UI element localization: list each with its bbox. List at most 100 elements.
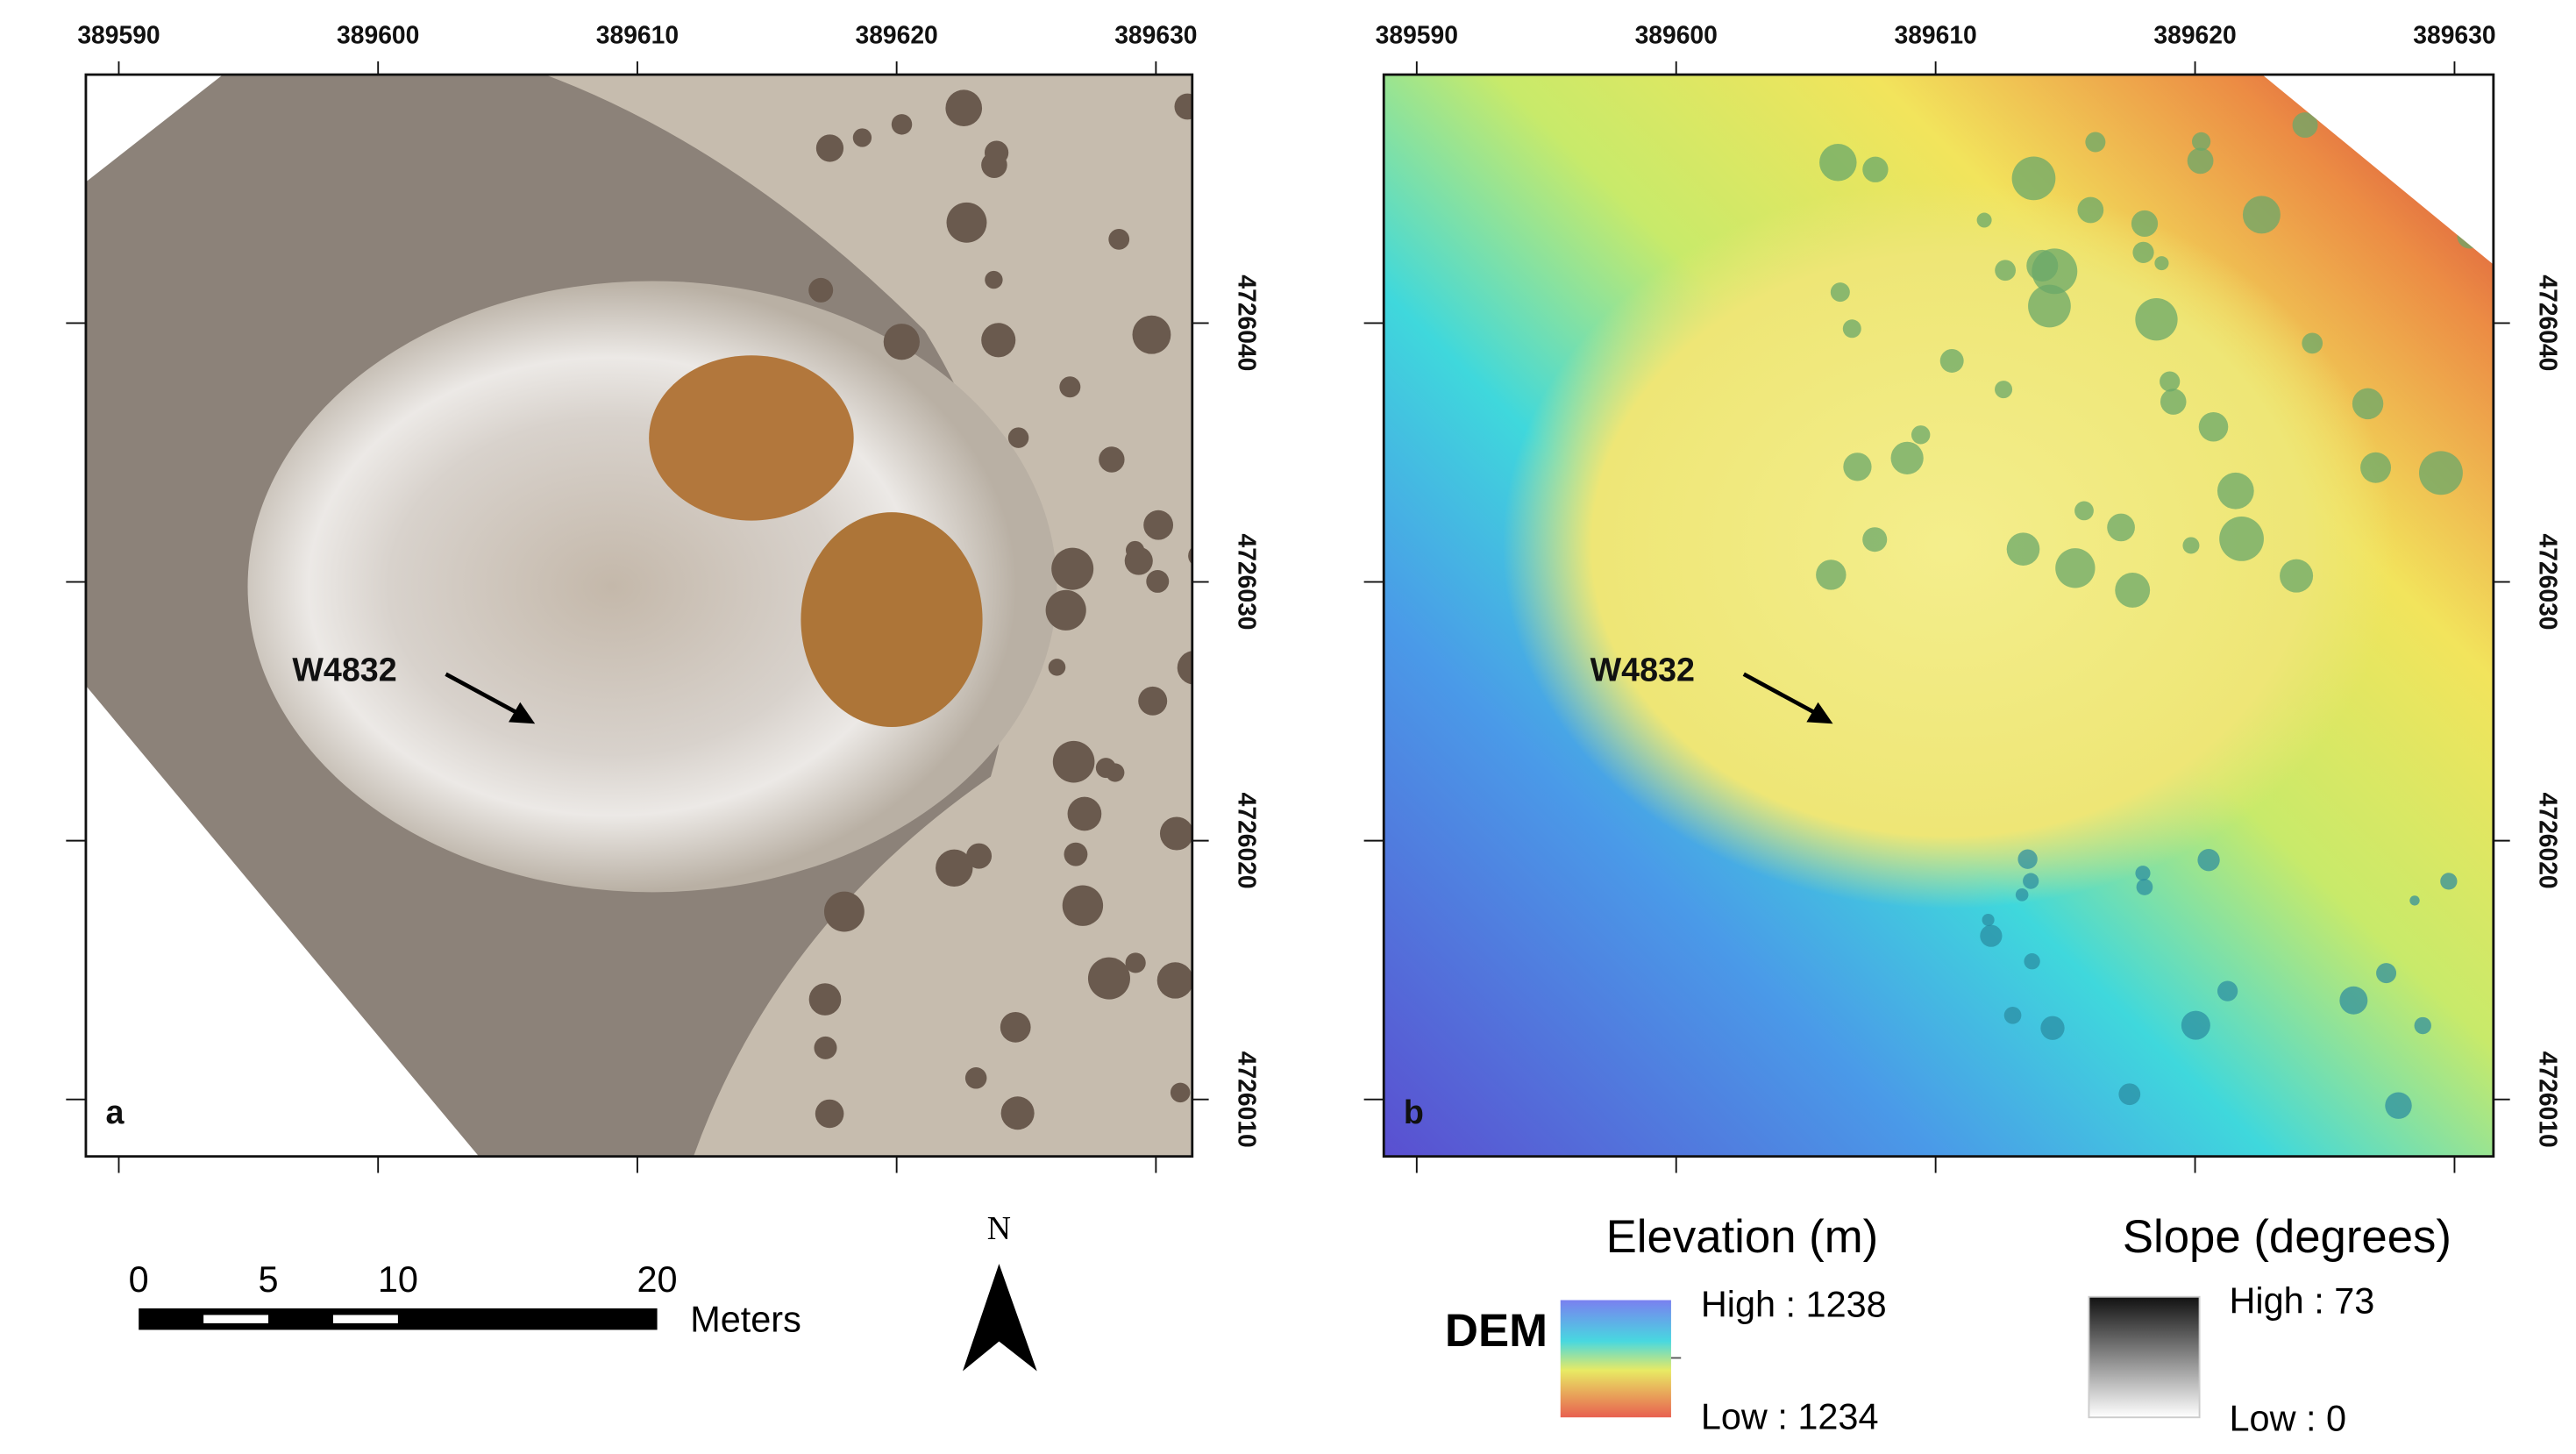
mound	[2003, 1006, 2022, 1024]
mound	[2197, 849, 2220, 872]
mound	[2006, 532, 2040, 566]
annotation-arrow	[1742, 672, 1825, 719]
mound	[2377, 98, 2409, 130]
shrub	[1000, 1096, 1035, 1130]
mound	[1939, 349, 1964, 373]
annotation: W4832	[292, 651, 396, 688]
legend-high: High : 1238	[1701, 1283, 1887, 1324]
mound	[2023, 873, 2039, 889]
mound	[2292, 112, 2318, 139]
mound	[2154, 256, 2169, 271]
mound	[2115, 573, 2151, 608]
mound	[2181, 1010, 2210, 1040]
mound	[1976, 212, 1992, 228]
shrub	[1051, 547, 1094, 590]
scale-label: 10	[378, 1258, 418, 1300]
mound	[2132, 241, 2154, 263]
mound	[1995, 381, 2013, 399]
shrub	[1108, 228, 1130, 250]
mound	[2457, 224, 2482, 249]
mound	[1995, 260, 2017, 282]
mound	[2085, 132, 2106, 153]
mound	[2418, 451, 2463, 495]
mound	[2160, 388, 2187, 415]
mound	[2107, 513, 2135, 542]
shrub	[966, 843, 993, 869]
mound	[2219, 517, 2264, 561]
x-tick-label: 389620	[2153, 20, 2236, 48]
shrub	[891, 114, 913, 135]
shrub	[964, 1067, 987, 1089]
mound	[1890, 441, 1924, 474]
scale-segment	[332, 1315, 398, 1323]
annotation: W4832	[1590, 651, 1695, 688]
shrub	[883, 324, 920, 360]
shrub	[823, 891, 865, 932]
mound	[2136, 879, 2153, 895]
y-tick-label: 4726030	[1234, 534, 1262, 631]
mound	[2217, 472, 2254, 510]
shrub	[981, 323, 1016, 358]
legend-title: Elevation (m)	[1606, 1211, 1879, 1263]
frame	[84, 73, 1194, 1158]
mound	[2360, 452, 2392, 483]
panel-label: a	[106, 1094, 125, 1130]
shrub	[1146, 569, 1170, 593]
x-tick-label: 389590	[1376, 20, 1458, 48]
mound	[1980, 924, 2003, 947]
dem-label: DEM	[1445, 1305, 1548, 1357]
legend-high: High : 73	[2230, 1280, 2375, 1322]
shrub	[936, 849, 973, 887]
shrub	[1045, 589, 1086, 631]
shrub	[1095, 758, 1116, 779]
shrub	[1132, 315, 1171, 354]
shrub	[815, 1099, 844, 1129]
y-tick-label: 4726020	[2535, 793, 2563, 889]
panel-label: b	[1404, 1094, 1424, 1130]
mound	[2182, 537, 2200, 554]
shrub	[1174, 93, 1192, 120]
legend-title: Slope (degrees)	[2123, 1211, 2451, 1263]
shrub	[1138, 686, 1168, 716]
mound	[1842, 319, 1861, 339]
mound	[2077, 196, 2104, 224]
x-tick-label: 389620	[856, 20, 938, 48]
mound	[2040, 1016, 2065, 1040]
mound	[2217, 980, 2238, 1001]
mound	[1843, 453, 1872, 481]
shrub	[852, 128, 872, 147]
shrub	[1059, 376, 1081, 398]
mound	[2015, 887, 2029, 902]
mound	[2409, 895, 2420, 906]
shrub	[1177, 651, 1192, 685]
dem	[1384, 75, 2494, 1157]
x-tick-label: 389630	[1114, 20, 1197, 48]
scale-unit: Meters	[690, 1298, 801, 1339]
mound	[2074, 501, 2094, 521]
x-tick-label: 389630	[2413, 20, 2495, 48]
x-tick-label: 389610	[596, 20, 679, 48]
shrub	[1125, 952, 1146, 973]
mound	[2131, 210, 2159, 238]
mound	[2385, 1092, 2412, 1119]
mound	[2352, 388, 2384, 420]
mound	[2414, 1016, 2431, 1035]
mound	[2135, 866, 2151, 881]
x-tick-label: 389590	[77, 20, 160, 48]
mound	[2302, 332, 2323, 354]
shrub	[815, 134, 844, 162]
shrub	[1156, 962, 1192, 999]
y-tick-label: 4726030	[2535, 534, 2563, 631]
mound	[1982, 913, 1995, 927]
shrub	[1099, 446, 1125, 473]
mound	[2187, 147, 2214, 175]
shrub	[1064, 842, 1088, 866]
shrub	[1048, 659, 1066, 676]
shrub	[1007, 427, 1029, 448]
orthophoto	[85, 75, 1192, 1157]
slope-ramp	[2088, 1295, 2201, 1419]
mound	[2376, 963, 2397, 984]
arrow-head	[1806, 702, 1833, 724]
scale-label: 5	[259, 1258, 279, 1300]
mound	[1819, 143, 1857, 182]
